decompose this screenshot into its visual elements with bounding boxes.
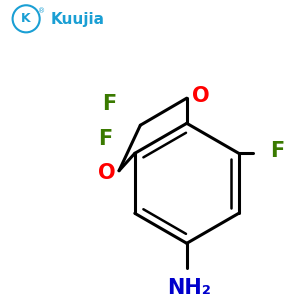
- Text: F: F: [98, 129, 112, 149]
- Text: O: O: [98, 163, 115, 183]
- Text: K: K: [21, 12, 31, 25]
- Text: Kuujia: Kuujia: [50, 12, 104, 27]
- Text: O: O: [191, 86, 209, 106]
- Text: F: F: [102, 94, 116, 114]
- Text: ®: ®: [38, 8, 45, 14]
- Text: F: F: [270, 141, 285, 161]
- Text: NH₂: NH₂: [167, 278, 211, 298]
